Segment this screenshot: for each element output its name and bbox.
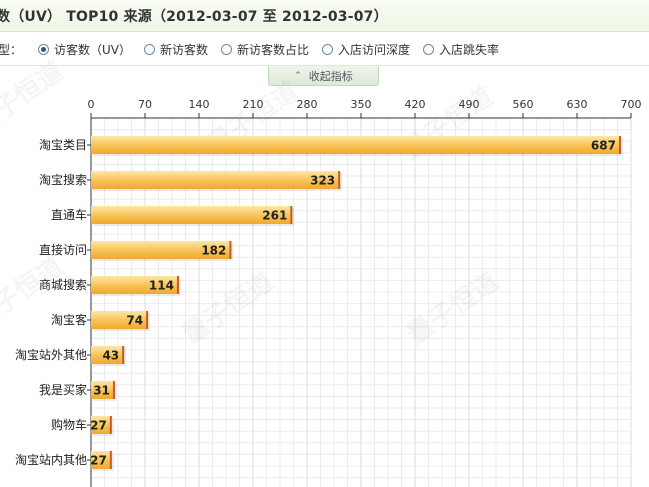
radio-new-visitor-ratio-label: 新访客数占比 — [237, 42, 310, 57]
radio-visit-depth-label: 入店访问深度 — [338, 42, 411, 57]
bar-end-cap — [229, 241, 232, 259]
bar-value-label: 114 — [149, 279, 174, 293]
title-bar: 数（UV） TOP10 来源（2012-03-07 至 2012-03-07） — [0, 0, 649, 32]
bar — [91, 346, 125, 364]
radio-visit-depth[interactable]: 入店访问深度 — [322, 40, 410, 58]
x-tick-label: 630 — [567, 98, 588, 111]
collapse-metrics-button[interactable]: ⌃ 收起指标 — [268, 66, 379, 86]
bar-value-label: 27 — [90, 454, 107, 468]
radio-unchecked-icon — [144, 43, 155, 55]
category-label: 淘宝客 — [51, 312, 87, 327]
bar-value-label: 182 — [201, 244, 226, 258]
bar-end-cap — [112, 381, 115, 399]
divider — [0, 65, 649, 66]
bar — [91, 381, 115, 399]
bar — [91, 451, 112, 469]
category-label: 淘宝搜索 — [39, 172, 87, 187]
metric-type-bar: 型： 访客数（UV） 新访客数 新访客数占比 入店访问深度 入店跳失率 — [0, 32, 649, 65]
category-label: 商城搜索 — [39, 277, 87, 292]
x-tick-label: 700 — [621, 98, 642, 111]
bar-end-cap — [618, 136, 621, 154]
bar-end-cap — [338, 171, 341, 189]
metric-type-label: 型： — [0, 43, 23, 57]
radio-bounce-rate-label: 入店跳失率 — [439, 42, 500, 57]
x-tick-label: 490 — [459, 98, 480, 111]
radio-new-visitor-ratio[interactable]: 新访客数占比 — [221, 40, 309, 58]
bar-end-cap — [122, 346, 125, 364]
radio-new-visitors-label: 新访客数 — [160, 42, 209, 57]
radio-bounce-rate[interactable]: 入店跳失率 — [423, 40, 499, 58]
bar — [91, 136, 621, 154]
category-label: 淘宝站外其他 — [15, 348, 87, 362]
x-tick-label: 0 — [88, 98, 95, 111]
bar-value-label: 31 — [93, 384, 110, 398]
watermark-text: 量子恒道 — [0, 56, 69, 141]
bar-value-label: 27 — [90, 419, 107, 433]
bar-value-label: 323 — [310, 174, 335, 188]
category-label: 直通车 — [51, 207, 87, 222]
bar-end-cap — [290, 206, 293, 224]
bar-end-cap — [146, 311, 149, 329]
bar-value-label: 687 — [591, 139, 616, 153]
chevron-up-icon: ⌃ — [294, 70, 302, 81]
x-tick-label: 280 — [297, 98, 318, 111]
category-label: 我是买家 — [39, 382, 87, 397]
x-tick-label: 210 — [243, 98, 264, 111]
chart-axis: 0 70 140 210 280 350 420 490 560 630 700 淘宝类目淘宝搜索直通… — [15, 98, 642, 487]
radio-checked-icon — [38, 43, 49, 55]
radio-unchecked-icon — [221, 43, 232, 55]
category-label: 购物车 — [51, 417, 87, 432]
bar-value-label: 261 — [262, 209, 287, 223]
radio-uv-label: 访客数（UV） — [54, 42, 131, 57]
chart-bars: 687 323 261 182 114 74 43 31 27 27 — [90, 136, 623, 471]
bar — [91, 241, 232, 259]
bar-end-cap — [109, 451, 112, 469]
bar-value-label: 43 — [102, 349, 119, 363]
category-label: 淘宝站内其他 — [15, 453, 87, 467]
bar-end-cap — [109, 416, 112, 434]
radio-new-visitors[interactable]: 新访客数 — [144, 40, 208, 58]
bar — [91, 171, 341, 189]
x-tick-label: 420 — [405, 98, 426, 111]
bar-end-cap — [176, 276, 179, 294]
bar — [91, 276, 179, 294]
category-label: 直接访问 — [39, 242, 87, 257]
x-tick-label: 560 — [513, 98, 534, 111]
x-tick-label: 350 — [351, 98, 372, 111]
radio-unchecked-icon — [423, 43, 434, 55]
bar — [91, 311, 149, 329]
radio-uv[interactable]: 访客数（UV） — [38, 40, 131, 58]
bar — [91, 416, 112, 434]
bar-value-label: 74 — [126, 314, 143, 328]
category-label: 淘宝类目 — [39, 138, 87, 152]
x-tick-label: 70 — [138, 98, 152, 111]
bar — [91, 206, 293, 224]
collapse-metrics-label: 收起指标 — [308, 69, 353, 83]
page-title: 数（UV） TOP10 来源（2012-03-07 至 2012-03-07） — [0, 9, 388, 25]
x-tick-label: 140 — [189, 98, 210, 111]
radio-unchecked-icon — [322, 43, 333, 55]
